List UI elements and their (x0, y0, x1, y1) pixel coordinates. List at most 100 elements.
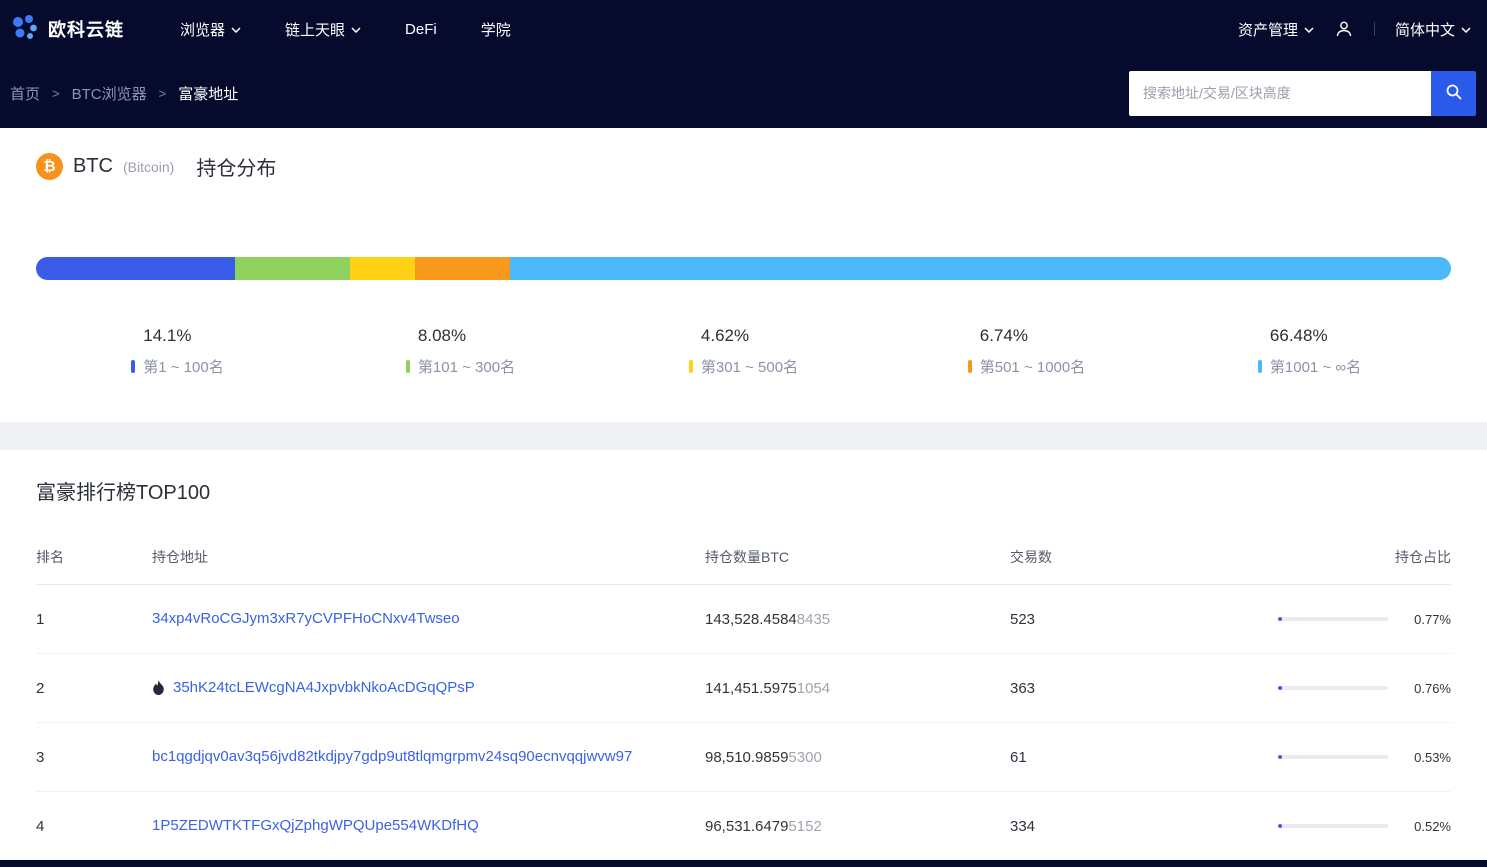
legend-marker (688, 360, 693, 373)
legend-marker (967, 360, 972, 373)
amount-main: 96,531.6479 (705, 817, 789, 835)
legend-percentage: 14.1% (143, 326, 192, 345)
rich-list-card: 富豪排行榜TOP100 排名 持仓地址 持仓数量BTC 交易数 持仓占比 1 3… (0, 450, 1487, 860)
legend-entry: 14.1% 第1 ~ 100名 (131, 326, 224, 377)
address-link[interactable]: 34xp4vRoCGJym3xR7yCVPFHoCNxv4Twseo (152, 610, 460, 627)
legend-column: 4.62% 第301 ~ 500名 (602, 326, 885, 377)
distribution-title: 持仓分布 (196, 158, 277, 180)
rank-cell: 1 (36, 610, 45, 628)
share-cell: 0.76% (1210, 681, 1451, 696)
legend-item: 第101 ~ 300名 (405, 356, 516, 377)
distribution-stacked-bar (36, 257, 1451, 280)
chevron-down-icon (1304, 27, 1314, 33)
share-percent: 0.77% (1414, 611, 1451, 627)
share-progress-track (1278, 824, 1388, 828)
main-nav: 浏览器 链上天眼 DeFi 学院 (180, 19, 511, 40)
rank-cell: 3 (36, 748, 45, 766)
search-input[interactable] (1129, 70, 1431, 116)
legend-entry: 4.62% 第301 ~ 500名 (688, 326, 798, 377)
legend-item: 第1 ~ 100名 (131, 356, 224, 377)
nav-item[interactable]: 浏览器 (180, 19, 241, 40)
search-button[interactable] (1431, 70, 1476, 116)
distribution-bar-segment (235, 257, 350, 280)
distribution-bar-segment (510, 257, 1451, 280)
column-header-address: 持仓地址 (152, 549, 208, 565)
breadcrumb-separator: > (52, 85, 60, 101)
legend-marker (1257, 360, 1262, 373)
breadcrumb: 首页 > BTC浏览器 > 富豪地址 (10, 83, 238, 104)
nav-item-label: 浏览器 (180, 21, 226, 39)
address-link[interactable]: bc1qgdjqv0av3q56jvd82tkdjpy7gdp9ut8tlqmg… (152, 748, 633, 765)
legend-item: 第501 ~ 1000名 (967, 356, 1085, 377)
address-link[interactable]: 1P5ZEDWTKTFGxQjZphgWPQUpe554WKDfHQ (152, 817, 479, 834)
legend-label: 第1 ~ 100名 (143, 359, 224, 376)
legend-percentage: 8.08% (417, 326, 467, 345)
legend-label: 第1001 ~ ∞名 (1269, 359, 1362, 376)
top-navbar: 欧科云链 浏览器 链上天眼 DeFi 学院 资产管理 (0, 0, 1487, 58)
distribution-card: ₿ BTC (Bitcoin) 持仓分布 14.1% 第1 ~ 100名 8.0… (0, 128, 1487, 422)
tx-count-cell: 363 (1010, 679, 1036, 697)
breadcrumb-home[interactable]: 首页 (10, 85, 41, 103)
column-header-share: 持仓占比 (1395, 549, 1451, 565)
amount-cell: 143,528.45848435 (705, 611, 1010, 628)
amount-tail: 5300 (788, 748, 822, 766)
distribution-bar-segment (415, 257, 511, 280)
nav-item-label: 学院 (480, 21, 511, 39)
nav-item[interactable]: DeFi (405, 21, 437, 38)
legend-marker (405, 360, 410, 373)
legend-column: 66.48% 第1001 ~ ∞名 (1168, 326, 1451, 377)
amount-cell: 141,451.59751054 (705, 680, 1010, 697)
amount-tail: 8435 (796, 610, 831, 628)
distribution-legend: 14.1% 第1 ~ 100名 8.08% 第101 ~ 300名 4.62% … (36, 326, 1451, 377)
breadcrumb-separator: > (158, 85, 167, 101)
column-header-amount: 持仓数量BTC (705, 549, 789, 565)
oklink-logo-icon (10, 12, 40, 47)
share-progress-fill (1278, 824, 1282, 828)
user-icon[interactable] (1334, 19, 1354, 39)
nav-item-label: DeFi (405, 20, 437, 38)
nav-item[interactable]: 链上天眼 (285, 19, 361, 40)
share-percent: 0.53% (1414, 749, 1451, 765)
amount-main: 98,510.9859 (705, 748, 789, 766)
tx-count-cell: 523 (1010, 610, 1036, 628)
nav-item-label: 简体中文 (1394, 21, 1455, 39)
address-link[interactable]: 35hK24tcLEWcgNA4JxpvbkNkoAcDGqQPsP (173, 679, 475, 696)
flame-icon (152, 680, 165, 696)
legend-entry: 6.74% 第501 ~ 1000名 (967, 326, 1085, 377)
tx-count-cell: 334 (1010, 817, 1036, 835)
nav-item[interactable]: 学院 (481, 19, 511, 40)
search-icon (1445, 83, 1463, 104)
amount-cell: 96,531.64795152 (705, 818, 1010, 835)
chevron-down-icon (231, 27, 241, 33)
table-row: 3 bc1qgdjqv0av3q56jvd82tkdjpy7gdp9ut8tlq… (36, 723, 1451, 792)
legend-column: 14.1% 第1 ~ 100名 (36, 326, 319, 377)
nav-item-label: 资产管理 (1237, 21, 1298, 39)
divider (1373, 22, 1375, 36)
breadcrumb-btc-explorer[interactable]: BTC浏览器 (71, 85, 147, 103)
nav-right: 资产管理 简体中文 (1238, 19, 1471, 40)
brand-name: 欧科云链 (48, 20, 124, 40)
legend-item: 第301 ~ 500名 (688, 356, 798, 377)
legend-percentage: 66.48% (1269, 326, 1328, 345)
rich-list-title: 富豪排行榜TOP100 (36, 482, 211, 504)
share-percent: 0.76% (1414, 680, 1451, 696)
table-row: 4 1P5ZEDWTKTFGxQjZphgWPQUpe554WKDfHQ 96,… (36, 792, 1451, 860)
amount-tail: 5152 (788, 817, 822, 835)
brand[interactable]: 欧科云链 (10, 12, 124, 47)
breadcrumb-current: 富豪地址 (178, 85, 239, 103)
coin-full-name: (Bitcoin) (123, 158, 175, 175)
chevron-down-icon (1461, 27, 1471, 33)
table-row: 2 35hK24tcLEWcgNA4JxpvbkNkoAcDGqQPsP 141… (36, 654, 1451, 723)
share-cell: 0.52% (1210, 819, 1451, 834)
legend-percentage: 4.62% (700, 326, 750, 345)
tx-count-cell: 61 (1010, 748, 1027, 766)
breadcrumb-bar: 首页 > BTC浏览器 > 富豪地址 (0, 58, 1487, 128)
nav-item-language[interactable]: 简体中文 (1395, 19, 1471, 40)
footer-strip (0, 860, 1487, 867)
legend-label: 第101 ~ 300名 (417, 359, 516, 376)
nav-item-assets[interactable]: 资产管理 (1238, 19, 1314, 40)
amount-main: 141,451.5975 (705, 679, 797, 697)
search-box (1129, 70, 1476, 116)
share-progress-fill (1278, 755, 1282, 759)
nav-item-label: 链上天眼 (285, 21, 346, 39)
